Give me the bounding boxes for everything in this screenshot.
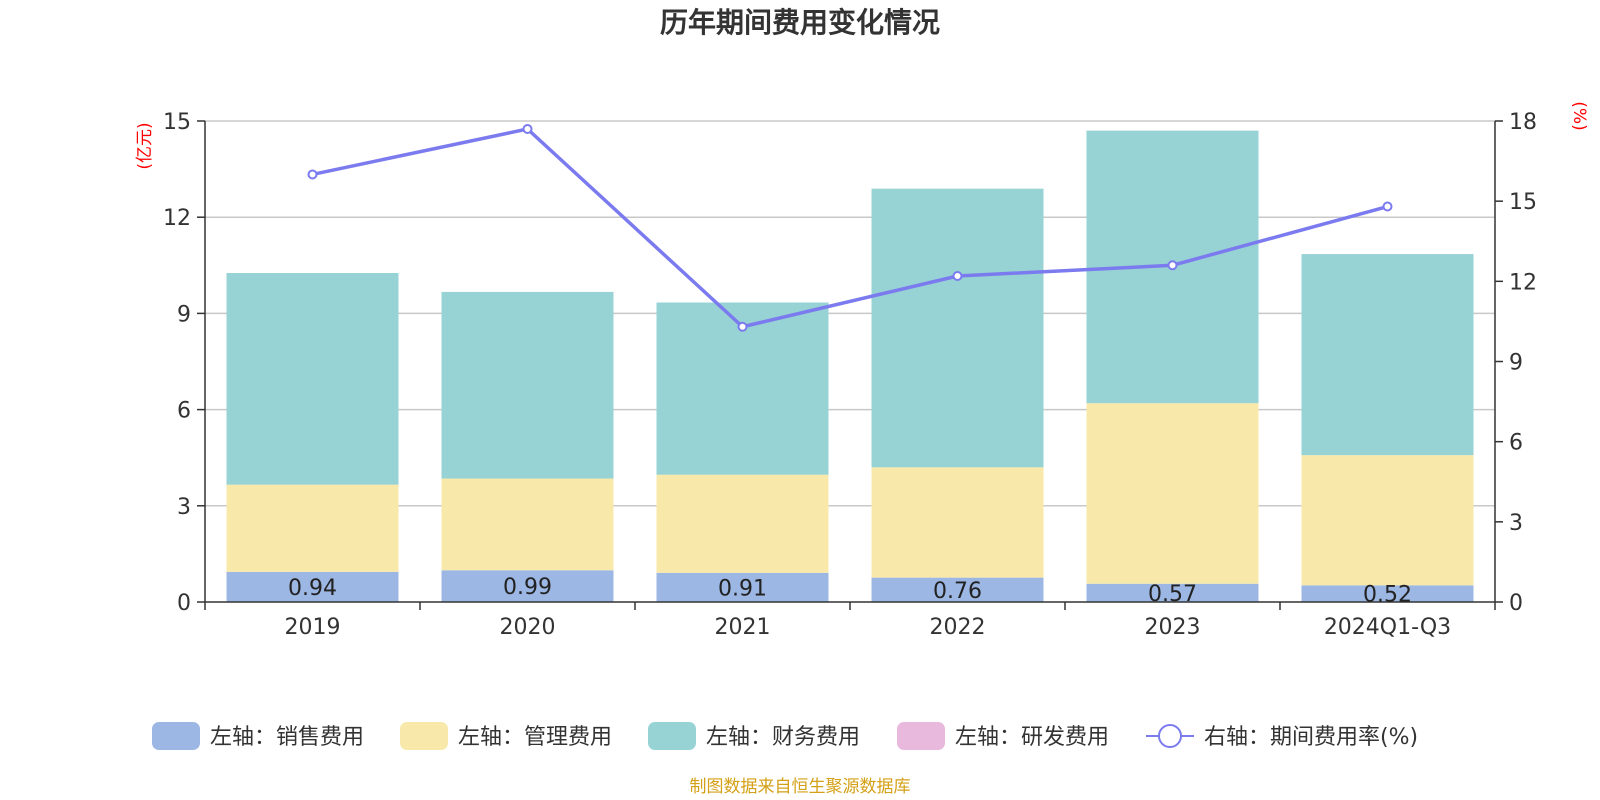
bar-segment bbox=[871, 188, 1044, 468]
axes: 0 3 6 9 12 15 0 3 6 9 12 15 18 2019 2020 2021 2022 2023 20… bbox=[163, 110, 1537, 640]
bar-data-label: 0.76 bbox=[933, 579, 982, 604]
x-axis-tick-label: 2023 bbox=[1145, 615, 1201, 640]
x-axis-tick-label: 2022 bbox=[930, 615, 986, 640]
left-axis-tick-label: 15 bbox=[163, 110, 191, 135]
bar-segment bbox=[441, 570, 614, 602]
left-axis-tick-label: 0 bbox=[177, 591, 191, 616]
left-axis-tick-label: 9 bbox=[177, 302, 191, 327]
bar-segment bbox=[1086, 403, 1259, 584]
bar-segment bbox=[226, 484, 399, 572]
bar-segment bbox=[226, 272, 399, 485]
legend-line-marker bbox=[1158, 724, 1182, 748]
line-point bbox=[307, 169, 318, 180]
bar-segment bbox=[441, 291, 614, 479]
bar-data-label: 0.57 bbox=[1148, 582, 1197, 607]
bar-segment bbox=[1301, 455, 1474, 586]
source-note: 制图数据来自恒生聚源数据库 bbox=[690, 777, 911, 797]
bar-segment bbox=[871, 577, 1044, 602]
expense-ratio-line bbox=[312, 127, 1388, 329]
bar-segment bbox=[871, 467, 1044, 578]
left-axis-unit: (亿元) bbox=[135, 122, 155, 169]
line-point bbox=[522, 124, 533, 135]
x-axis-tick-label: 2024Q1-Q3 bbox=[1324, 615, 1451, 640]
bar-data-label: 0.91 bbox=[718, 576, 767, 601]
legend-swatch bbox=[897, 722, 945, 750]
left-axis-tick-label: 12 bbox=[163, 206, 191, 231]
left-axis-tick-label: 6 bbox=[177, 399, 191, 424]
legend-label: 左轴：研发费用 bbox=[955, 725, 1109, 750]
right-axis-tick-label: 18 bbox=[1509, 110, 1537, 135]
legend: 左轴：销售费用 左轴：管理费用 左轴：财务费用 左轴：研发费用 右轴：期间费用率(%) bbox=[152, 722, 1418, 750]
left-axis-tick-label: 3 bbox=[177, 495, 191, 520]
bar-segment bbox=[226, 571, 399, 602]
grid-lines bbox=[205, 120, 1495, 507]
right-axis-tick-label: 9 bbox=[1509, 351, 1523, 376]
bar-data-label: 0.52 bbox=[1363, 583, 1412, 608]
x-axis-tick-label: 2021 bbox=[715, 615, 771, 640]
right-axis-tick-label: 6 bbox=[1509, 431, 1523, 456]
x-axis-tick-label: 2020 bbox=[500, 615, 556, 640]
legend-label: 右轴：期间费用率(%) bbox=[1204, 725, 1418, 750]
right-axis-tick-label: 15 bbox=[1509, 190, 1537, 215]
bar-series bbox=[226, 130, 1474, 602]
x-axis-tick-label: 2019 bbox=[285, 615, 341, 640]
bar-data-label: 0.94 bbox=[288, 576, 337, 601]
chart-title: 历年期间费用变化情况 bbox=[660, 6, 940, 39]
legend-swatch bbox=[648, 722, 696, 750]
legend-label: 左轴：财务费用 bbox=[706, 725, 860, 750]
line-point bbox=[1167, 260, 1178, 271]
bar-segment bbox=[656, 572, 829, 602]
bar-segment bbox=[441, 478, 614, 571]
legend-label: 左轴：销售费用 bbox=[210, 725, 364, 750]
bar-data-label: 0.99 bbox=[503, 575, 552, 600]
line-point bbox=[952, 270, 963, 281]
bar-segment bbox=[656, 474, 829, 573]
line-point bbox=[1382, 201, 1393, 212]
bar-segment bbox=[1301, 585, 1474, 602]
bar-segment bbox=[1301, 254, 1474, 456]
right-axis-tick-label: 0 bbox=[1509, 591, 1523, 616]
legend-label: 左轴：管理费用 bbox=[458, 725, 612, 750]
data-labels: 0.94 0.99 0.91 0.76 0.57 0.52 bbox=[288, 575, 1412, 608]
line-point bbox=[737, 321, 748, 332]
legend-swatch bbox=[400, 722, 448, 750]
right-axis-tick-label: 12 bbox=[1509, 270, 1537, 295]
right-axis-tick-label: 3 bbox=[1509, 511, 1523, 536]
line-series bbox=[307, 124, 1393, 332]
bar-segment bbox=[1086, 583, 1259, 602]
right-axis-unit: (%) bbox=[1569, 101, 1589, 130]
legend-swatch bbox=[152, 722, 200, 750]
